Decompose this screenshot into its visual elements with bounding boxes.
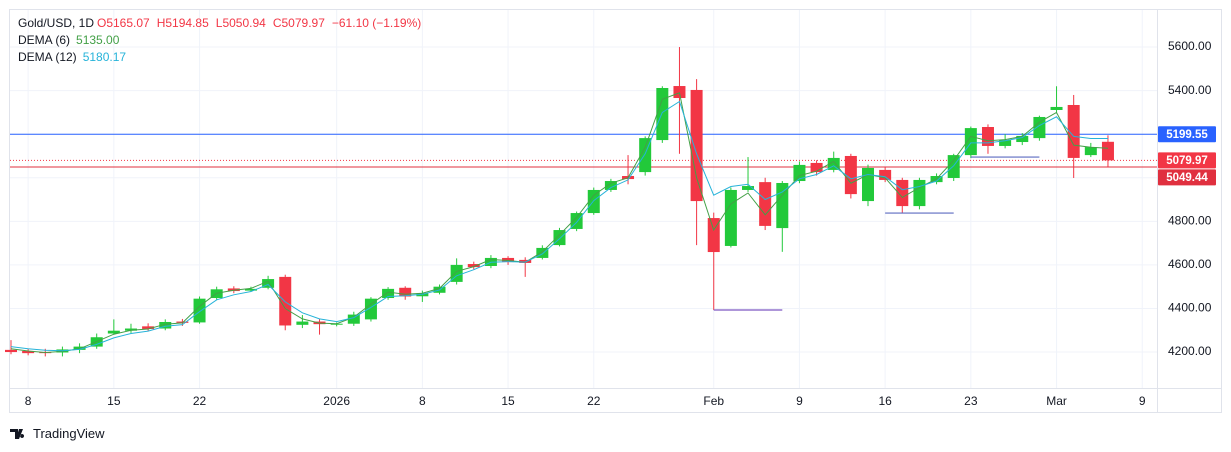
price-label: 5079.97: [1166, 155, 1208, 167]
x-tick-label: 2026: [323, 394, 350, 408]
status-line: Gold/USD, 1D O5165.07 H5194.85 L5050.94 C50…: [18, 16, 421, 64]
branding: TradingView: [10, 426, 105, 441]
symbol: Gold/USD, 1D: [18, 16, 94, 30]
candle-body: [604, 181, 617, 190]
legend-value: 5180.17: [83, 50, 127, 64]
price-label: 5049.44: [1166, 172, 1208, 184]
status-low: L5050.94: [216, 16, 266, 30]
candle-body: [673, 86, 686, 99]
candle-body: [964, 128, 977, 156]
candle-body: [1084, 147, 1097, 156]
y-tick-label: 4200.00: [1168, 344, 1212, 358]
price-label-bg: [1158, 152, 1216, 169]
candle-body: [124, 328, 137, 331]
candle-body: [1101, 141, 1114, 161]
candle-body: [690, 89, 703, 202]
candle-body: [587, 189, 600, 214]
candle-body: [862, 167, 874, 202]
candle-body: [279, 276, 292, 326]
logo: [10, 429, 25, 439]
candle-body: [142, 326, 155, 329]
legend-name: DEMA (6): [18, 33, 70, 47]
x-tick-label: 9: [796, 394, 803, 408]
grid: [10, 10, 1157, 388]
candle-body: [5, 349, 17, 353]
candle-body: [896, 179, 909, 207]
x-tick-label: 22: [193, 394, 207, 408]
candle-body: [844, 155, 857, 195]
candle-body: [827, 157, 840, 170]
chart-frame: [9, 9, 1222, 413]
candle-body: [159, 321, 172, 329]
x-tick-label: 15: [501, 394, 515, 408]
candle-body: [519, 259, 532, 263]
candle-body: [73, 346, 86, 350]
x-tick-label: Mar: [1046, 394, 1067, 408]
price-label-bg: [1158, 126, 1216, 143]
x-tick-label: 9: [1139, 394, 1146, 408]
candle-body: [262, 279, 275, 288]
y-tick-label: 5400.00: [1168, 83, 1212, 97]
brand-name: TradingView: [33, 426, 105, 441]
legend-name: DEMA (12): [18, 50, 77, 64]
y-tick-label: 4400.00: [1168, 301, 1212, 315]
candle-body: [382, 288, 395, 299]
x-tick-label: 15: [107, 394, 121, 408]
candle-body: [656, 87, 669, 141]
candle-body: [810, 162, 823, 173]
candle-body: [793, 164, 806, 182]
status-open: O5165.07: [97, 16, 150, 30]
x-tick-label: 8: [25, 394, 32, 408]
candle-body: [999, 140, 1012, 146]
candle-body: [879, 169, 892, 180]
axes: 4200.004400.004600.004800.005000.005200.…: [25, 39, 1216, 408]
candle-body: [107, 330, 120, 334]
candle-body: [22, 350, 35, 354]
candle-body: [244, 288, 257, 291]
candle-body: [1033, 116, 1046, 139]
candle-body: [1050, 106, 1063, 111]
price-label: 5199.55: [1166, 129, 1208, 141]
y-tick-label: 4800.00: [1168, 214, 1212, 228]
candle-body: [399, 287, 412, 297]
status-change: −61.10 (−1.19%): [332, 16, 421, 30]
candle-body: [296, 321, 309, 325]
x-tick-label: 8: [419, 394, 426, 408]
candle-body: [776, 182, 789, 229]
candle-body: [981, 126, 994, 146]
candle-body: [1016, 135, 1029, 143]
indicator-line: [10, 92, 1109, 354]
x-tick-label: Feb: [703, 394, 724, 408]
legend-value: 5135.00: [76, 33, 120, 47]
candle-body: [536, 247, 549, 258]
candle-body: [913, 179, 926, 207]
candle-body: [759, 182, 772, 226]
plot: [5, 47, 1157, 357]
candle-body: [1067, 104, 1080, 158]
status-high: H5194.85: [157, 16, 209, 30]
candle-body: [947, 155, 960, 178]
status-close: C5079.97: [273, 16, 325, 30]
candle-body: [707, 218, 720, 253]
indicator-line: [10, 100, 1108, 352]
candle-body: [742, 186, 755, 190]
x-tick-label: 22: [587, 394, 601, 408]
x-tick-label: 16: [878, 394, 892, 408]
price-label-bg: [1158, 169, 1216, 186]
x-tick-label: 23: [964, 394, 978, 408]
y-tick-label: 5600.00: [1168, 39, 1212, 53]
y-tick-label: 4600.00: [1168, 257, 1212, 271]
candle-body: [347, 314, 360, 324]
candle-body: [467, 264, 480, 268]
candle-body: [330, 323, 343, 325]
candle-body: [724, 189, 737, 246]
candle-body: [364, 298, 377, 320]
